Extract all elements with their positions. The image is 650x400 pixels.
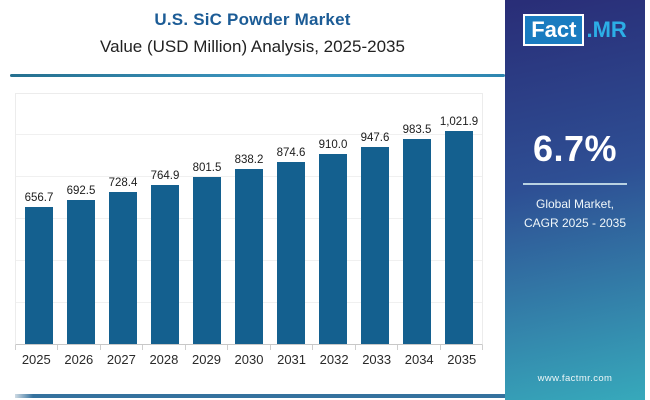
bar-column-2033: 947.6 <box>354 132 396 344</box>
cagr-stat: 6.7% Global Market, CAGR 2025 - 2035 <box>505 128 645 232</box>
x-axis-label: 2035 <box>447 352 477 367</box>
x-axis-ticks <box>15 345 483 350</box>
bar-column-2031: 874.6 <box>270 147 312 344</box>
website-url: www.factmr.com <box>537 373 613 384</box>
x-axis-label: 2026 <box>64 352 94 367</box>
bar-2031 <box>277 161 305 344</box>
x-axis-label: 2032 <box>319 352 349 367</box>
cagr-caption-line2: CAGR 2025 - 2035 <box>523 215 627 230</box>
page-title: U.S. SiC Powder Market <box>154 10 351 29</box>
x-axis-label: 2025 <box>21 352 51 367</box>
bar-value-label: 874.6 <box>276 146 306 159</box>
bar-2030 <box>235 169 263 344</box>
bar-value-label: 764.9 <box>150 169 180 182</box>
x-axis-tick <box>143 345 186 350</box>
x-axis-labels: 2025 2026 2027 2028 2029 2030 2031 2032 2033 2034… <box>15 352 483 367</box>
bar-value-label: 983.5 <box>402 124 432 137</box>
bar-column-2025: 656.7 <box>18 192 60 344</box>
bar-column-2034: 983.5 <box>396 124 438 344</box>
bar-column-2030: 838.2 <box>228 154 270 344</box>
x-axis-tick <box>398 345 441 350</box>
bar-column-2028: 764.9 <box>144 170 186 344</box>
bars-row: 656.7 692.5 728.4 764.9 801.5 838.2 874.6 910.0… <box>16 94 482 344</box>
cagr-value: 6.7% <box>532 128 618 169</box>
bottom-accent-bar <box>15 394 505 398</box>
bar-2034 <box>403 139 431 344</box>
x-axis-tick <box>313 345 356 350</box>
x-axis-tick <box>356 345 399 350</box>
bar-column-2027: 728.4 <box>102 177 144 344</box>
x-axis-tick <box>228 345 271 350</box>
bar-2035 <box>445 131 473 344</box>
x-axis-label: 2029 <box>192 352 221 367</box>
factmr-logo: Fact .MR <box>505 14 645 47</box>
bar-value-label: 1,021.9 <box>439 116 479 129</box>
x-axis-tick <box>271 345 314 350</box>
bar-value-label: 656.7 <box>24 192 54 205</box>
bar-value-label: 947.6 <box>360 131 390 144</box>
bar-column-2035: 1,021.9 <box>438 116 480 344</box>
bar-value-label: 801.5 <box>192 162 222 174</box>
x-axis-label: 2031 <box>277 352 307 367</box>
x-axis-tick <box>186 345 229 350</box>
bar-2025 <box>25 207 53 344</box>
bar-2028 <box>151 184 179 344</box>
bar-column-2026: 692.5 <box>60 185 102 344</box>
bar-value-label: 838.2 <box>234 154 264 167</box>
x-axis-tick <box>441 345 483 350</box>
page-subtitle: Value (USD Million) Analysis, 2025-2035 <box>100 37 405 56</box>
cagr-caption: Global Market, CAGR 2025 - 2035 <box>505 195 645 232</box>
x-axis-label: 2027 <box>106 352 136 367</box>
bar-2027 <box>109 192 137 344</box>
bar-2033 <box>361 146 389 344</box>
bar-2029 <box>193 177 221 344</box>
logo-mr-text: .MR <box>586 17 627 43</box>
x-axis-label: 2030 <box>234 352 264 367</box>
x-axis-label: 2034 <box>404 352 434 367</box>
x-axis-label: 2033 <box>362 352 392 367</box>
plot-area: 656.7 692.5 728.4 764.9 801.5 838.2 874.6 910.0… <box>15 93 483 345</box>
bar-value-label: 728.4 <box>108 177 138 190</box>
chart-region: U.S. SiC Powder Market Value (USD Millio… <box>0 10 505 398</box>
bar-value-label: 910.0 <box>318 139 348 152</box>
bar-value-label: 692.5 <box>66 184 96 197</box>
stat-divider <box>523 183 627 185</box>
header-underline <box>10 74 505 77</box>
bar-2026 <box>67 199 95 344</box>
logo-fact-text: Fact <box>523 14 585 47</box>
cagr-caption-line1: Global Market, <box>535 197 615 211</box>
x-axis-tick <box>16 345 59 350</box>
bar-2032 <box>319 154 347 344</box>
bar-column-2029: 801.5 <box>186 162 228 344</box>
x-axis-label: 2028 <box>149 352 179 367</box>
chart-header: U.S. SiC Powder Market Value (USD Millio… <box>0 10 505 57</box>
x-axis-tick <box>58 345 101 350</box>
sidebar: Fact .MR 6.7% Global Market, CAGR 2025 -… <box>505 0 645 400</box>
bar-column-2032: 910.0 <box>312 139 354 344</box>
x-axis-tick <box>101 345 144 350</box>
